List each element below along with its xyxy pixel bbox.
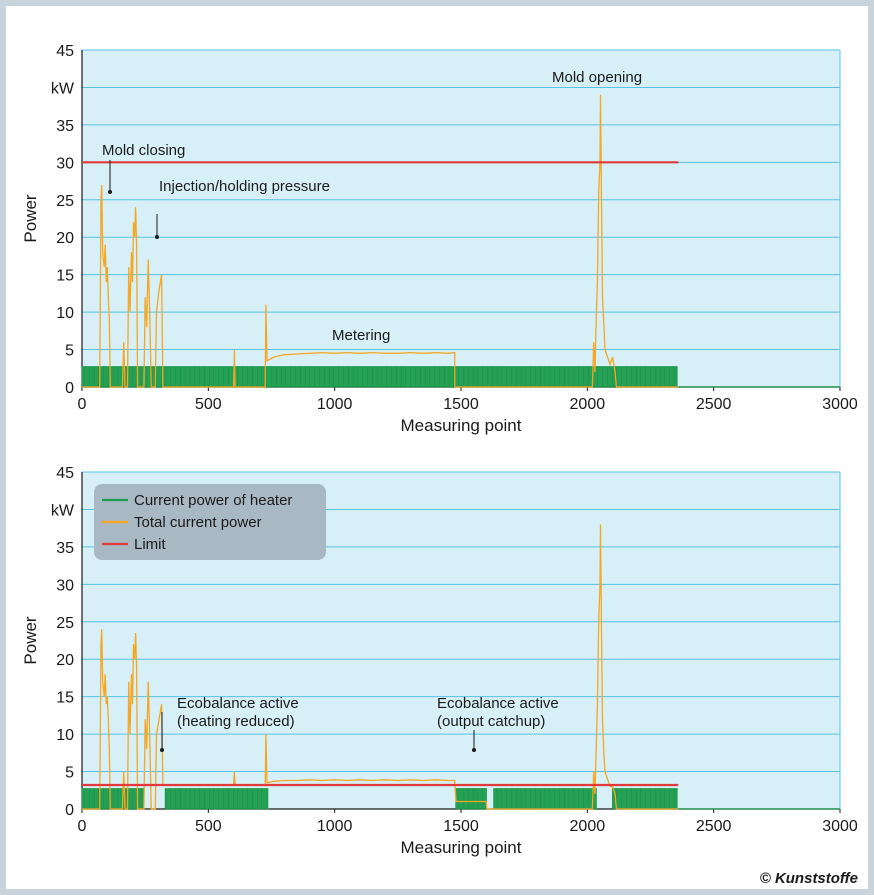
y-axis-label: Power <box>21 194 40 243</box>
chart-2: 0 5 10 15 20 25 30 35 kW 45 0 500 1000 1500 2000 2500 30… <box>21 465 858 857</box>
x-tick-label: 2500 <box>696 818 732 835</box>
y-tick-label: 15 <box>56 690 74 707</box>
annotation-dot <box>472 748 476 752</box>
y-tick-label: 20 <box>56 652 74 669</box>
annotation-dot <box>108 190 112 194</box>
annotation-label: Ecobalance active <box>437 695 559 712</box>
annotation-label: Ecobalance active <box>177 695 299 712</box>
y-tick-label: 0 <box>65 802 74 819</box>
y-tick-label: 45 <box>56 43 74 60</box>
y-tick-label: 20 <box>56 230 74 247</box>
x-tick-label: 500 <box>195 818 222 835</box>
annotation-label: (output catchup) <box>437 713 545 730</box>
x-tick-label: 2500 <box>696 396 732 413</box>
y-tick-label: 30 <box>56 577 74 594</box>
x-tick-label: 0 <box>78 396 87 413</box>
legend-box <box>94 484 326 560</box>
annotation-dot <box>155 235 159 239</box>
y-unit-label: kW <box>51 80 75 97</box>
y-tick-label: 35 <box>56 540 74 557</box>
y-tick-label: 10 <box>56 727 74 744</box>
y-tick-label: 45 <box>56 465 74 482</box>
annotation-label: (heating reduced) <box>177 713 295 730</box>
x-axis-label: Measuring point <box>401 838 522 857</box>
y-tick-label: 25 <box>56 615 74 632</box>
legend-label-limit: Limit <box>134 536 167 553</box>
y-tick-label: 5 <box>65 765 74 782</box>
plot-area <box>82 50 840 387</box>
x-tick-label: 3000 <box>822 396 858 413</box>
x-tick-label: 1000 <box>317 396 353 413</box>
y-unit-label: kW <box>51 502 75 519</box>
y-tick-label: 35 <box>56 118 74 135</box>
annotation-label: Mold closing <box>102 142 185 159</box>
y-tick-label: 10 <box>56 305 74 322</box>
x-tick-label: 1500 <box>443 396 479 413</box>
y-axis-label: Power <box>21 616 40 665</box>
annotation-label: Mold opening <box>552 69 642 86</box>
x-tick-label: 3000 <box>822 818 858 835</box>
annotation-label: Metering <box>332 327 390 344</box>
y-tick-label: 25 <box>56 193 74 210</box>
legend-label-heater: Current power of heater <box>134 492 292 509</box>
y-tick-label: 0 <box>65 380 74 397</box>
x-tick-label: 500 <box>195 396 222 413</box>
x-tick-label: 0 <box>78 818 87 835</box>
x-tick-label: 1500 <box>443 818 479 835</box>
legend-label-total: Total current power <box>134 514 262 531</box>
y-tick-label: 5 <box>65 343 74 360</box>
copyright-label: © Kunststoffe <box>759 870 858 887</box>
x-tick-label: 1000 <box>317 818 353 835</box>
y-tick-label: 15 <box>56 268 74 285</box>
y-tick-label: 30 <box>56 155 74 172</box>
x-tick-label: 2000 <box>570 396 606 413</box>
annotation-dot <box>160 748 164 752</box>
figure-frame: 0 5 10 15 20 25 30 35 kW 45 0 500 1000 1500 2000 2500 30… <box>6 6 868 889</box>
x-tick-label: 2000 <box>570 818 606 835</box>
series-total <box>82 94 679 388</box>
chart-1: 0 5 10 15 20 25 30 35 kW 45 0 500 1000 1500 2000 2500 30… <box>21 43 858 435</box>
annotation-label: Injection/holding pressure <box>159 178 330 195</box>
x-axis-label: Measuring point <box>401 416 522 435</box>
